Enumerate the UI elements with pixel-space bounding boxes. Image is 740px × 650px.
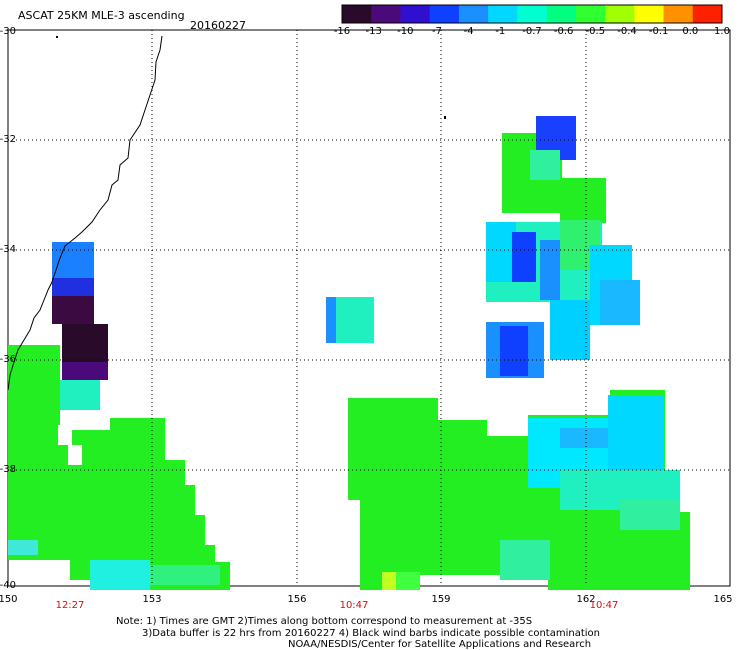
colorbar-label: -1: [495, 26, 506, 37]
colorbar-label: -0.4: [617, 26, 637, 37]
colorbar-label: 0.0: [682, 26, 699, 37]
colorbar-label: -13: [365, 26, 382, 37]
lon-label: 150: [0, 594, 18, 605]
note-line-2: 3)Data buffer is 22 hrs from 20160227 4)…: [142, 628, 600, 639]
swath-time: 12:27: [55, 600, 85, 611]
colorbar-label: -4: [463, 26, 474, 37]
map-title: ASCAT 25KM MLE-3 ascending: [18, 9, 185, 22]
east-swath: [326, 116, 690, 590]
lat-label: -34: [0, 244, 16, 255]
colorbar-swatch: [342, 5, 372, 23]
west-swath: [8, 242, 230, 590]
colorbar-swatch: [400, 5, 431, 23]
colorbar-swatch: [546, 5, 577, 23]
note-line-3: NOAA/NESDIS/Center for Satellite Applica…: [288, 639, 592, 650]
colorbar-swatch: [488, 5, 518, 23]
colorbar-swatch: [634, 5, 665, 23]
lon-label: 156: [287, 594, 307, 605]
lat-label: -32: [0, 134, 16, 145]
coastline: [7, 35, 163, 391]
lat-label: -36: [0, 354, 16, 365]
lon-label: 153: [142, 594, 162, 605]
colorbar-swatch: [429, 5, 460, 23]
map-date: 20160227: [190, 19, 246, 32]
lat-label: -40: [0, 580, 16, 591]
colorbar-swatch: [605, 5, 635, 23]
colorbar-label: 1.0: [714, 26, 730, 37]
colorbar-label: -0.1: [648, 26, 669, 37]
colorbar-swatch: [663, 5, 694, 23]
lat-lon-grid: [8, 30, 730, 586]
lon-label: 162: [576, 594, 596, 605]
colorbar-label: -0.6: [553, 26, 574, 37]
colorbar-swatch: [575, 5, 606, 23]
colorbar-swatch: [692, 5, 723, 23]
colorbar-swatch: [517, 5, 548, 23]
lon-label: 165: [713, 594, 733, 605]
colorbar-label: -10: [397, 26, 414, 37]
lat-label: -38: [0, 464, 16, 475]
colorbar-swatch: [371, 5, 401, 23]
colorbar-label: -0.5: [585, 26, 606, 37]
swath-time: 10:47: [589, 600, 619, 611]
lat-label: -30: [0, 26, 16, 37]
note-line-1: Note: 1) Times are GMT 2)Times along bot…: [116, 616, 533, 627]
colorbar-label: -7: [432, 26, 442, 37]
colorbar-label: -16: [333, 26, 351, 37]
colorbar-label: -0.7: [522, 26, 542, 37]
colorbar-swatch: [458, 5, 489, 23]
lon-label: 159: [431, 594, 451, 605]
colorbar: [341, 4, 723, 24]
swath-time: 10:47: [339, 600, 369, 611]
island: [444, 116, 446, 119]
